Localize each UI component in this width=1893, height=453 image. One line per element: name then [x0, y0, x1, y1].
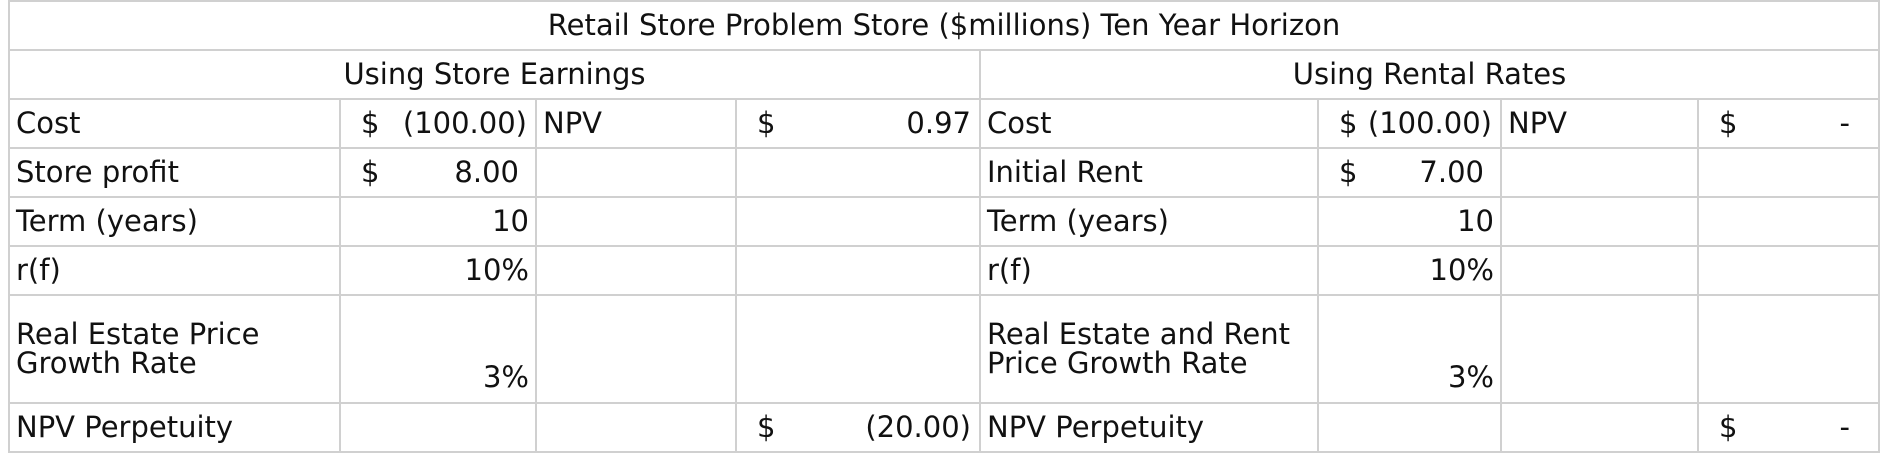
npv-label-right[interactable]: NPV — [1500, 98, 1699, 149]
cost-cell-left[interactable]: $ (100.00) — [339, 98, 537, 149]
term-value-left[interactable]: 10 — [339, 196, 537, 247]
npv-value-right: - — [1839, 106, 1850, 140]
empty-cell[interactable] — [535, 245, 737, 296]
term-value-right[interactable]: 10 — [1317, 196, 1502, 247]
profit-label[interactable]: Store profit — [8, 147, 341, 198]
growth-label-right[interactable]: Real Estate and Rent Price Growth Rate — [979, 294, 1319, 404]
empty-cell[interactable] — [1500, 245, 1699, 296]
empty-cell[interactable] — [1697, 294, 1880, 404]
empty-cell[interactable] — [735, 147, 981, 198]
table-row: r(f) 10% r(f) 10% — [8, 245, 1880, 296]
table-row: Term (years) 10 Term (years) 10 — [8, 196, 1880, 247]
currency-symbol: $ — [757, 106, 776, 140]
empty-cell[interactable] — [1500, 294, 1699, 404]
profit-value: 8.00 — [454, 155, 519, 189]
table-row: Cost $ (100.00) NPV $0.97 Cost $ (100.00) … — [8, 98, 1880, 149]
empty-cell[interactable] — [1500, 147, 1699, 198]
table-title: Retail Store Problem Store ($millions) T… — [8, 0, 1880, 51]
growth-label-left-line2: Growth Rate — [16, 346, 197, 380]
growth-label-left[interactable]: Real Estate Price Growth Rate — [8, 294, 341, 404]
empty-cell[interactable] — [735, 294, 981, 404]
currency-symbol: $ — [1719, 106, 1738, 140]
perpetuity-value-right: - — [1839, 410, 1850, 444]
currency-symbol: $ — [361, 155, 380, 189]
cost-value-left: (100.00) — [402, 106, 527, 140]
growth-value-left[interactable]: 3% — [339, 294, 537, 404]
rf-value-left[interactable]: 10% — [339, 245, 537, 296]
table-row: NPV Perpetuity $ (20.00) NPV Perpetuity $… — [8, 402, 1880, 453]
perpetuity-label-left[interactable]: NPV Perpetuity — [8, 402, 341, 453]
empty-cell[interactable] — [1500, 402, 1699, 453]
empty-cell[interactable] — [1317, 402, 1502, 453]
empty-cell[interactable] — [1500, 196, 1699, 247]
rf-value-right[interactable]: 10% — [1317, 245, 1502, 296]
perpetuity-cell-right[interactable]: $ - — [1697, 402, 1880, 453]
empty-cell[interactable] — [1697, 245, 1880, 296]
rf-label-right[interactable]: r(f) — [979, 245, 1319, 296]
table-row: Real Estate Price Growth Rate 3% Real Est… — [8, 294, 1880, 404]
section-header-row: Using Store Earnings Using Rental Rates — [8, 49, 1880, 100]
perpetuity-cell-left[interactable]: $ (20.00) — [735, 402, 981, 453]
npv-cell-left[interactable]: $0.97 — [735, 98, 981, 149]
term-label-left[interactable]: Term (years) — [8, 196, 341, 247]
growth-label-right-line1: Real Estate and Rent — [987, 317, 1290, 351]
term-label-right[interactable]: Term (years) — [979, 196, 1319, 247]
growth-label-right-line2: Price Growth Rate — [987, 346, 1248, 380]
rf-label-left[interactable]: r(f) — [8, 245, 341, 296]
currency-symbol: $ — [1339, 106, 1358, 140]
currency-symbol: $ — [1339, 155, 1358, 189]
cost-label-right[interactable]: Cost — [979, 98, 1319, 149]
empty-cell[interactable] — [535, 147, 737, 198]
currency-symbol: $ — [757, 410, 776, 444]
title-row: Retail Store Problem Store ($millions) T… — [8, 0, 1880, 51]
cost-label-left[interactable]: Cost — [8, 98, 341, 149]
perpetuity-value-left: (20.00) — [865, 410, 971, 444]
empty-cell[interactable] — [339, 402, 537, 453]
npv-label-left[interactable]: NPV — [535, 98, 737, 149]
section-title-right: Using Rental Rates — [979, 49, 1880, 100]
currency-symbol: $ — [361, 106, 380, 140]
perpetuity-label-right[interactable]: NPV Perpetuity — [979, 402, 1319, 453]
empty-cell[interactable] — [535, 196, 737, 247]
rent-label[interactable]: Initial Rent — [979, 147, 1319, 198]
empty-cell[interactable] — [1697, 147, 1880, 198]
table-row: Store profit $8.00 Initial Rent $7.00 — [8, 147, 1880, 198]
npv-value-left: 0.97 — [906, 106, 971, 140]
section-title-left: Using Store Earnings — [8, 49, 981, 100]
cost-cell-right[interactable]: $ (100.00) — [1317, 98, 1502, 149]
empty-cell[interactable] — [735, 245, 981, 296]
rent-value: 7.00 — [1419, 155, 1484, 189]
currency-symbol: $ — [1719, 410, 1738, 444]
empty-cell[interactable] — [1697, 196, 1880, 247]
growth-value-right[interactable]: 3% — [1317, 294, 1502, 404]
growth-label-left-line1: Real Estate Price — [16, 317, 260, 351]
empty-cell[interactable] — [535, 294, 737, 404]
empty-cell[interactable] — [735, 196, 981, 247]
profit-cell[interactable]: $8.00 — [339, 147, 537, 198]
spreadsheet-table: Retail Store Problem Store ($millions) T… — [8, 0, 1880, 453]
rent-cell[interactable]: $7.00 — [1317, 147, 1502, 198]
npv-cell-right[interactable]: $ - — [1697, 98, 1880, 149]
empty-cell[interactable] — [535, 402, 737, 453]
cost-value-right: (100.00) — [1367, 106, 1492, 140]
